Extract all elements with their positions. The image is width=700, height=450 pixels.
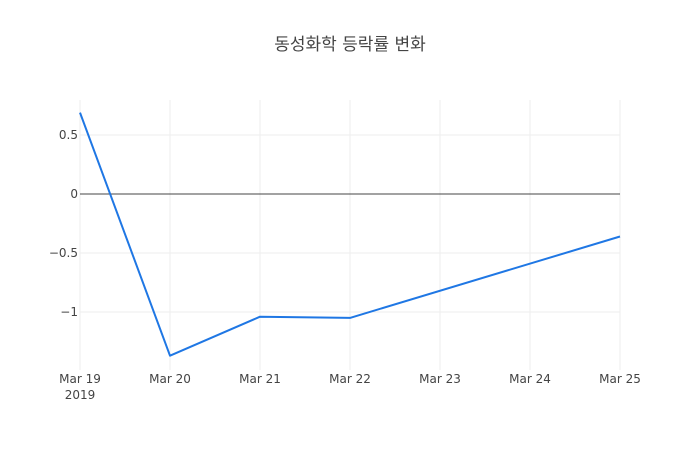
x-tick-year-label: 2019 bbox=[65, 388, 96, 402]
x-tick-label: Mar 24 bbox=[509, 372, 551, 386]
x-tick-label: Mar 23 bbox=[419, 372, 461, 386]
x-tick-label: Mar 21 bbox=[239, 372, 281, 386]
x-tick-label: Mar 22 bbox=[329, 372, 371, 386]
x-tick-label: Mar 25 bbox=[599, 372, 641, 386]
x-tick-label: Mar 20 bbox=[149, 372, 191, 386]
gridlines bbox=[79, 100, 621, 370]
data-series bbox=[79, 112, 621, 357]
x-tick-label: Mar 19 bbox=[59, 372, 101, 386]
y-tick-label: 0.5 bbox=[59, 128, 78, 142]
y-tick-label: 0 bbox=[70, 187, 78, 201]
y-tick-label: −1 bbox=[60, 305, 78, 319]
y-axis-ticks: 0.5 0 −0.5 −1 bbox=[49, 128, 78, 319]
x-axis-ticks: Mar 19 2019 Mar 20 Mar 21 Mar 22 Mar 23 Mar 24… bbox=[59, 372, 641, 402]
series-line bbox=[79, 112, 621, 357]
chart-title: 동성화학 등락률 변화 bbox=[274, 35, 426, 55]
y-tick-label: −0.5 bbox=[49, 246, 78, 260]
